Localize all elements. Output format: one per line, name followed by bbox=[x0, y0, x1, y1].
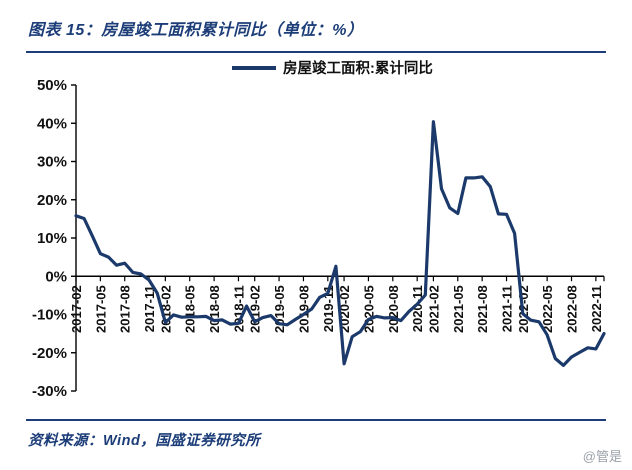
x-tick-label: 2017-05 bbox=[93, 285, 108, 333]
x-tick-label: 2018-05 bbox=[183, 285, 198, 333]
chart-area: 50% 40% 30% 20% 10% 0% -10% -20% -30% 2017-02 2017… bbox=[12, 55, 622, 407]
line-chart: 50% 40% 30% 20% 10% 0% -10% -20% -30% 2017-02 2017… bbox=[32, 59, 606, 400]
x-tick-label: 2022-05 bbox=[540, 285, 555, 333]
y-tick-label: 10% bbox=[37, 230, 67, 247]
x-tick-label: 2020-05 bbox=[361, 285, 376, 333]
legend-label: 房屋竣工面积:累计同比 bbox=[283, 59, 433, 77]
x-tick-label: 2019-08 bbox=[296, 285, 311, 333]
y-tick-label: 50% bbox=[37, 77, 67, 94]
x-tick-label: 2022-11 bbox=[589, 285, 604, 332]
x-tick-label: 2019-02 bbox=[248, 285, 263, 333]
x-tick-label: 2018-08 bbox=[207, 285, 222, 333]
source-note: 资料来源：Wind，国盛证券研究所 bbox=[28, 433, 261, 449]
x-tick-label: 2017-11 bbox=[142, 285, 157, 332]
y-tick-label: 0% bbox=[45, 268, 67, 285]
x-tick-label: 2018-02 bbox=[158, 285, 173, 333]
x-tick-label: 2020-08 bbox=[386, 285, 401, 333]
series-line bbox=[74, 120, 606, 367]
x-tick-label: 2022-08 bbox=[565, 285, 580, 333]
watermark-text: @管是 bbox=[582, 449, 622, 464]
watermark: @管是 bbox=[583, 446, 622, 465]
figure-footer: 资料来源：Wind，国盛证券研究所 bbox=[26, 419, 606, 450]
x-tick-label: 2021-05 bbox=[451, 285, 466, 333]
x-tick-label: 2018-11 bbox=[231, 285, 246, 332]
x-tick-label: 2017-08 bbox=[118, 285, 133, 333]
y-tick-label: -10% bbox=[32, 307, 67, 324]
figure-title: 图表 15：房屋竣工面积累计同比（单位：%） bbox=[28, 22, 364, 39]
y-tick-label: -20% bbox=[32, 345, 67, 362]
x-tick-label: 2021-11 bbox=[500, 285, 515, 332]
y-tick-label: 20% bbox=[37, 192, 67, 209]
x-tick-label: 2017-02 bbox=[69, 285, 84, 333]
x-tick-label: 2019-11 bbox=[321, 285, 336, 332]
y-tick-label: -30% bbox=[32, 383, 67, 400]
y-tick-label: 40% bbox=[37, 115, 67, 132]
y-tick-label: 30% bbox=[37, 154, 67, 171]
x-tick-label: 2021-08 bbox=[475, 285, 490, 333]
x-tick-label: 2021-02 bbox=[426, 285, 441, 333]
figure-header: 图表 15：房屋竣工面积累计同比（单位：%） bbox=[26, 0, 606, 53]
